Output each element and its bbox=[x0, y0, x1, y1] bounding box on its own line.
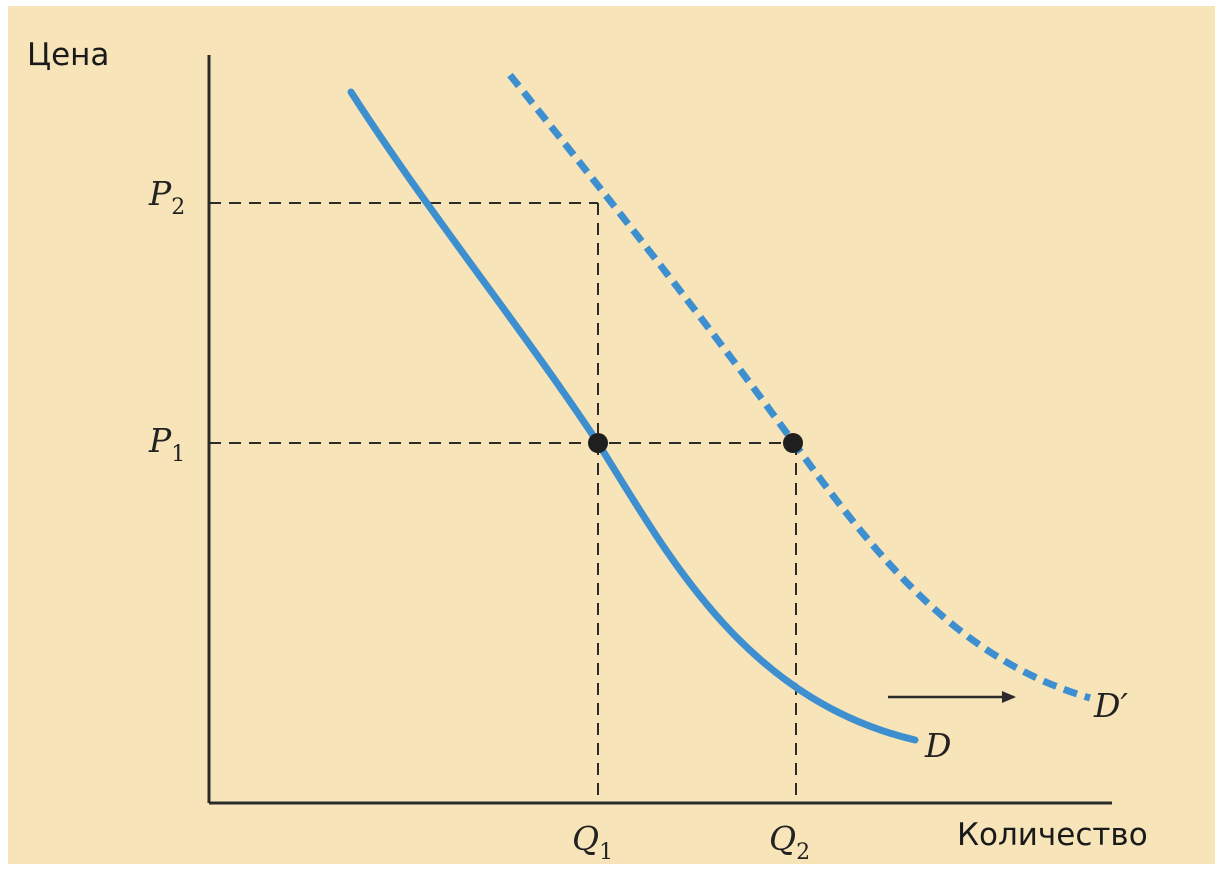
curve-d-label: D bbox=[924, 726, 951, 765]
q1-label: Q1 bbox=[572, 819, 613, 865]
demand-curve-d bbox=[347, 88, 919, 744]
price-axis-label: Цена bbox=[27, 37, 109, 73]
p1-label: P1 bbox=[148, 421, 185, 467]
point-q2-p1 bbox=[783, 433, 803, 453]
point-q1-p1 bbox=[588, 433, 608, 453]
curve-d-shifted-label: D′ bbox=[1093, 686, 1128, 725]
p2-label: P2 bbox=[148, 174, 185, 220]
q2-label: Q2 bbox=[769, 819, 810, 865]
quantity-axis-label: Количество bbox=[957, 817, 1148, 853]
